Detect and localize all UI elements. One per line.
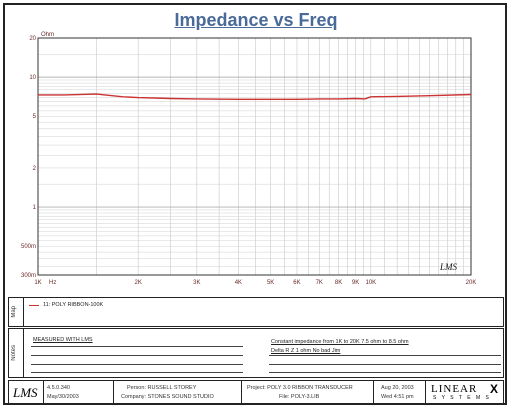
notes-label: Notes: [11, 345, 17, 361]
notes-rule: [269, 372, 501, 373]
legend-swatch: [29, 305, 39, 306]
linear-logo-mark: X: [490, 382, 499, 396]
notes-rule: [31, 364, 243, 365]
person: Person: RUSSELL STOREY: [127, 385, 197, 391]
notes-divider: [23, 329, 24, 377]
x-tick-label: 8K: [335, 280, 342, 286]
series-line: [38, 93, 472, 101]
x-tick-label: 1K: [34, 280, 41, 286]
linear-logo-sub: S Y S T E M S: [433, 395, 491, 401]
y-tick-label: 5: [33, 114, 37, 120]
x-tick-label: 9K: [352, 280, 359, 286]
x-tick-label: 6K: [293, 280, 300, 286]
chart-grid: [37, 37, 472, 276]
map-label: Map: [11, 306, 17, 318]
y-tick-label: 500m: [21, 244, 36, 250]
notes-rule: [31, 346, 243, 347]
x-tick-label: 20K: [466, 280, 477, 286]
version: 4.5.0.340: [47, 385, 70, 391]
notes-left: MEASURED WITH LMS: [33, 337, 93, 343]
lms-watermark-top: LMS: [439, 262, 458, 272]
x-tick-label: 3K: [193, 280, 200, 286]
x-tick-label: 5K: [267, 280, 274, 286]
linear-logo-word: LINEAR: [431, 383, 478, 395]
file: File: POLY-3.LIB: [279, 394, 320, 400]
notes-right-2: Delta R Z 1 ohm No bad Jim: [271, 348, 341, 354]
footer-divider: [241, 381, 242, 403]
footer-divider: [43, 381, 44, 403]
footer-divider: [373, 381, 374, 403]
y-tick-label: 1: [33, 205, 37, 211]
x-tick-label: 2K: [135, 280, 142, 286]
notes-rule: [269, 355, 501, 356]
time: Wed 4:51 pm: [381, 394, 414, 400]
notes-right-1: Constant impedance from 1K to 20K 7.5 oh…: [271, 339, 409, 345]
x-tick-label: 4K: [235, 280, 242, 286]
notes-section: Notes MEASURED WITH LMS Constant impedan…: [8, 328, 504, 378]
map-divider: [23, 298, 24, 326]
x-tick-label: 10K: [365, 280, 376, 286]
notes-rule: [269, 364, 501, 365]
footer: LMS 4.5.0.340 May/30/2003 Person: RUSSEL…: [8, 380, 504, 404]
notes-rule: [31, 355, 243, 356]
footer-divider: [425, 381, 426, 403]
lms-logo: LMS: [13, 385, 38, 400]
y-tick-label: 20: [29, 36, 36, 42]
outer-frame: [3, 3, 507, 405]
x-tick-label: 7K: [316, 280, 323, 286]
footer-divider: [113, 381, 114, 403]
legend-entry: 11: POLY RIBBON-100K: [43, 302, 104, 308]
project: Project: POLY 3.0 RIBBON TRANSDUCER: [247, 385, 353, 391]
version-date: May/30/2003: [47, 394, 79, 400]
notes-rule: [31, 372, 243, 373]
series-group: [38, 93, 472, 101]
plot-area-border: [37, 37, 472, 276]
y-tick-label: 10: [29, 75, 36, 81]
chart-title: Impedance vs Freq: [174, 10, 338, 30]
y-tick-label: 300m: [21, 273, 36, 279]
y-axis-label: Ohm: [41, 32, 54, 38]
y-tick-labels: 20 10 5 2 1 500m 300m: [21, 36, 37, 279]
x-axis-label: Hz: [49, 280, 56, 286]
company: Company: STONES SOUND STUDIO: [121, 394, 214, 400]
map-section: Map 11: POLY RIBBON-100K: [8, 297, 504, 327]
x-tick-labels: 1K 2K 3K 4K 5K 6K 7K 8K 9K 10K 20K: [34, 280, 476, 286]
y-tick-label: 2: [33, 166, 37, 172]
date: Aug 20, 2003: [381, 385, 414, 391]
